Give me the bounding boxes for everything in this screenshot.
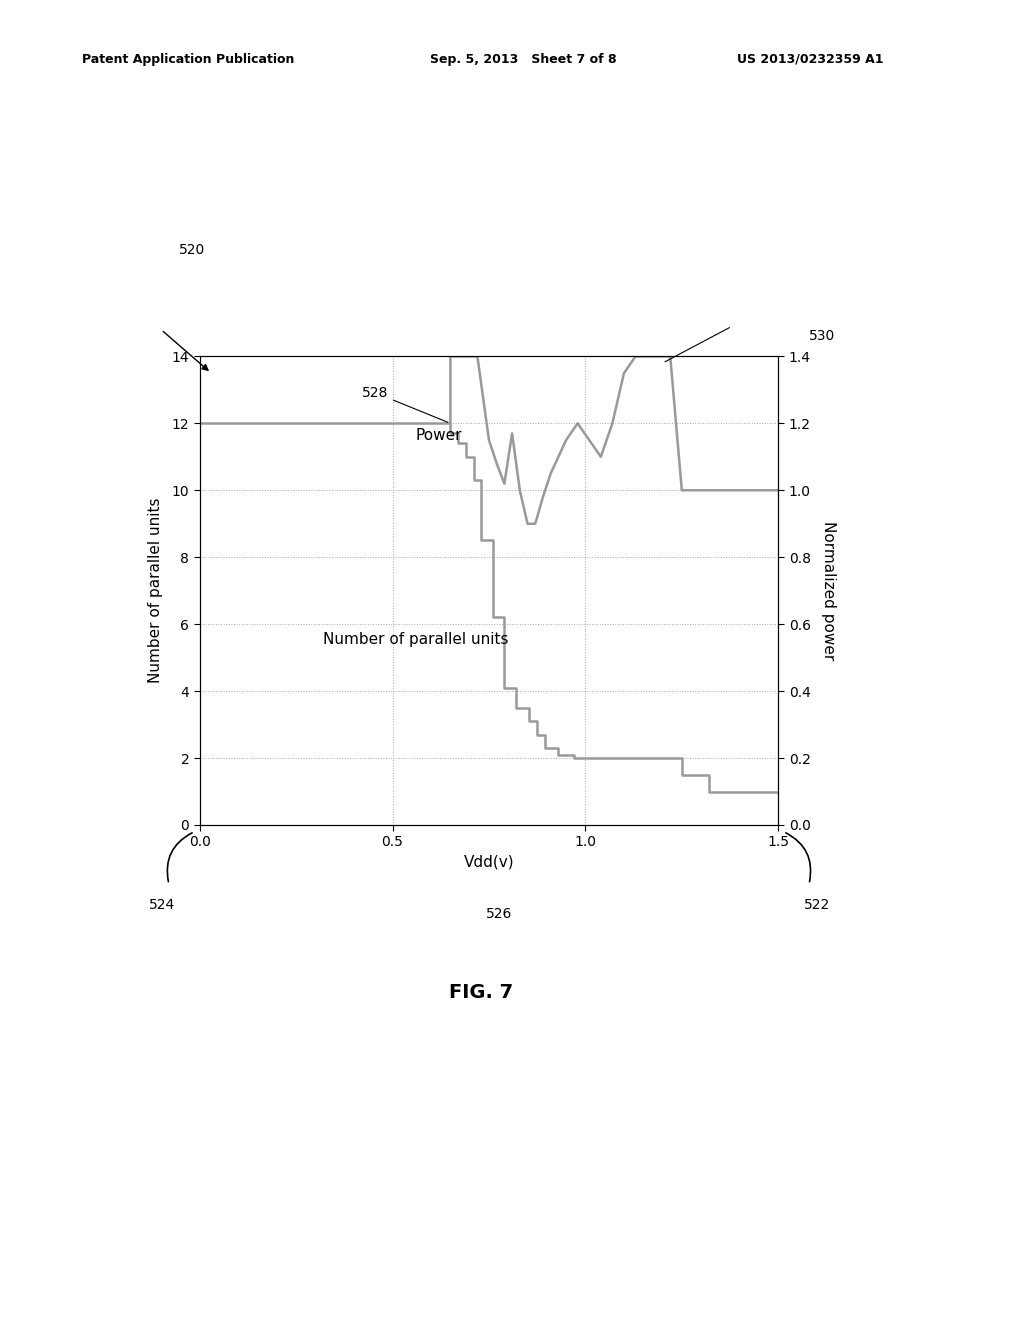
Text: 520: 520 [179,243,206,257]
Text: 522: 522 [804,898,830,912]
X-axis label: Vdd(v): Vdd(v) [464,855,514,870]
Text: Patent Application Publication: Patent Application Publication [82,53,294,66]
Text: 530: 530 [809,329,836,343]
Y-axis label: Number of parallel units: Number of parallel units [148,498,163,684]
Text: Power: Power [416,428,462,444]
Text: 526: 526 [486,907,512,921]
Text: Sep. 5, 2013   Sheet 7 of 8: Sep. 5, 2013 Sheet 7 of 8 [430,53,616,66]
Text: 528: 528 [361,385,447,422]
Text: 524: 524 [148,898,175,912]
Text: Number of parallel units: Number of parallel units [324,632,509,647]
Text: FIG. 7: FIG. 7 [450,983,513,1002]
Text: US 2013/0232359 A1: US 2013/0232359 A1 [737,53,884,66]
Y-axis label: Normalized power: Normalized power [820,521,836,660]
